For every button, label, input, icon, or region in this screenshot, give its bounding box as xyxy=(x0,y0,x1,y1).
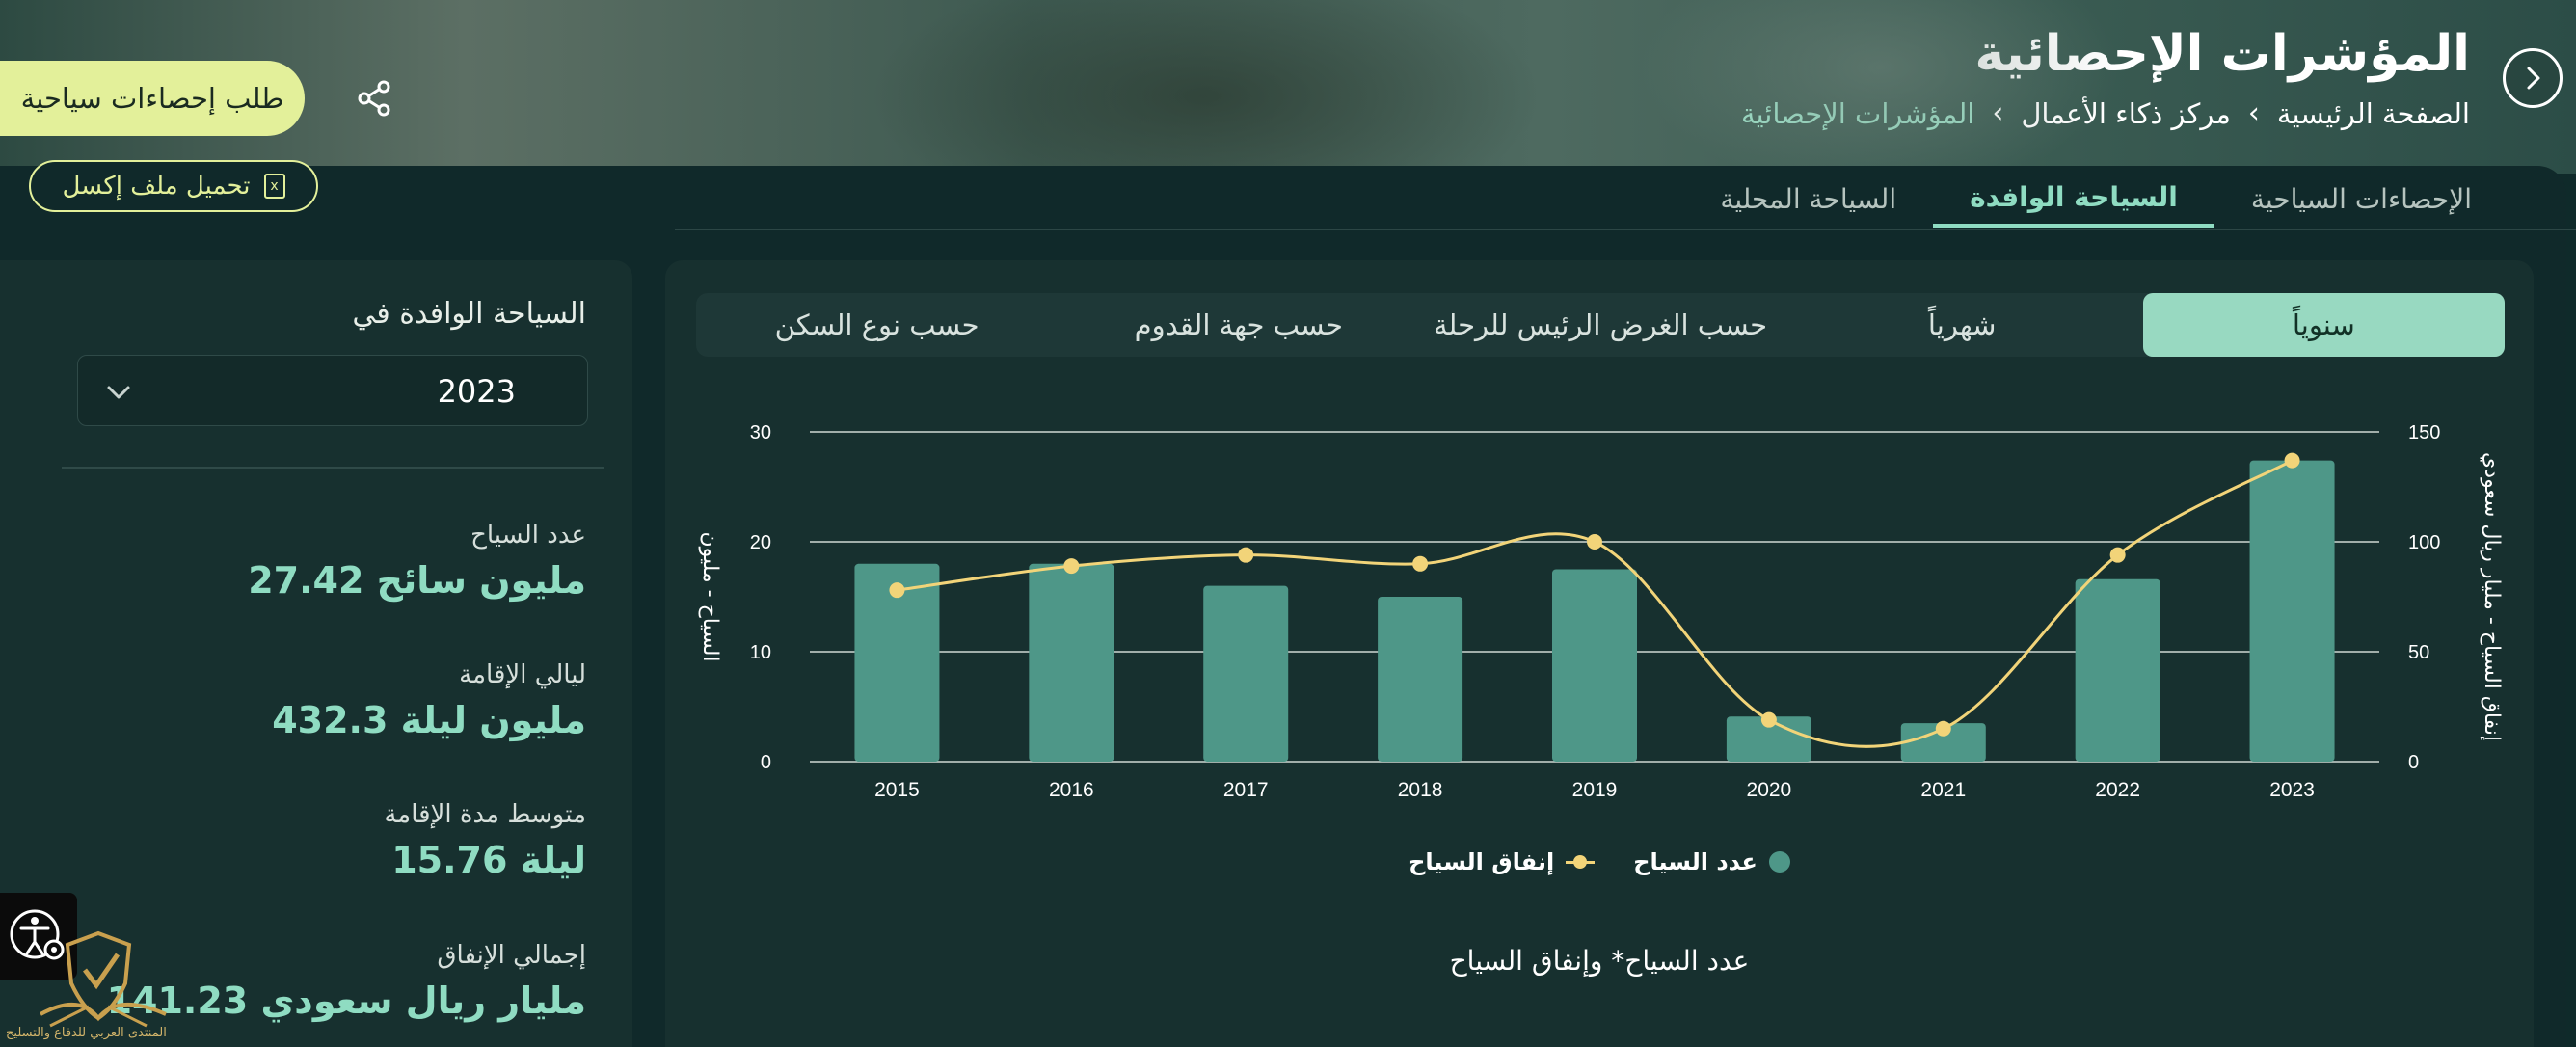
stat-label-spending: إجمالي الإنفاق xyxy=(437,941,586,970)
point-spending-2021 xyxy=(1935,720,1951,737)
point-spending-2019 xyxy=(1587,534,1602,550)
legend-label-visitors: عدد السياح xyxy=(1633,848,1758,875)
stat-label-nights: ليالي الإقامة xyxy=(459,660,586,689)
x-tick-label: 2016 xyxy=(1049,779,1094,801)
tabs-divider xyxy=(675,229,2576,230)
bar-visitors-2023 xyxy=(2249,460,2335,762)
bar-visitors-2019 xyxy=(1552,569,1637,762)
point-spending-2020 xyxy=(1760,711,1777,728)
bar-visitors-2020 xyxy=(1726,716,1811,762)
download-excel-label: تحميل ملف إكسل xyxy=(62,172,251,201)
x-tick-label: 2022 xyxy=(2095,779,2140,801)
chart-panel: سنوياً شهرياً حسب الغرض الرئيس للرحلة حس… xyxy=(665,260,2534,1047)
chart-caption: عدد السياح* وإنفاق السياح xyxy=(1449,945,1750,977)
point-spending-2016 xyxy=(1063,558,1080,575)
tab-inbound-tourism[interactable]: السياحة الوافدة xyxy=(1933,170,2214,228)
stat-value-nights: 432.3 مليون ليلة xyxy=(272,699,586,741)
legend-item-spending[interactable]: إنفاق السياح xyxy=(1409,848,1596,875)
bar-visitors-2016 xyxy=(1029,563,1114,762)
legend-swatch-spending xyxy=(1566,854,1596,869)
chevron-left-icon: ‹ xyxy=(2247,96,2260,130)
chevron-left-icon: ‹ xyxy=(1992,96,2004,130)
x-tick-label: 2015 xyxy=(874,779,920,801)
bar-visitors-2017 xyxy=(1203,585,1289,762)
y2-tick-label: 0 xyxy=(2408,752,2419,773)
tab-tourism-statistics[interactable]: الإحصاءات السياحية xyxy=(2250,182,2472,215)
side-divider xyxy=(62,467,604,469)
stat-label-visitors: عدد السياح xyxy=(470,521,586,550)
breadcrumb-home[interactable]: الصفحة الرئيسية xyxy=(2276,96,2470,130)
y2-tick-label: 100 xyxy=(2408,532,2440,553)
line-spending xyxy=(897,459,2294,748)
side-panel: السياحة الوافدة في 2023 عدد السياح 27.42… xyxy=(0,260,632,1047)
bar-visitors-2021 xyxy=(1900,723,1986,762)
y-tick-label: 10 xyxy=(750,642,771,663)
x-tick-label: 2018 xyxy=(1398,779,1443,801)
breadcrumb-current: المؤشرات الإحصائية xyxy=(1740,96,1975,130)
y-tick-label: 0 xyxy=(761,752,771,773)
y-tick-label: 30 xyxy=(750,422,771,443)
chevron-down-icon xyxy=(107,386,130,399)
y2-tick-label: 150 xyxy=(2408,422,2440,443)
bar-visitors-2022 xyxy=(2075,578,2160,762)
visitors-spending-chart: 0 10 20 30 0 50 100 150 السياح - مليون إنفاق السي… xyxy=(698,422,2504,801)
bar-visitors-2018 xyxy=(1378,597,1463,762)
watermark-text: المنتدى العربي للدفاع والتسليح xyxy=(6,1026,167,1040)
point-spending-2015 xyxy=(889,582,905,599)
point-spending-2022 xyxy=(2109,547,2126,563)
point-spending-2023 xyxy=(2284,452,2300,469)
bar-visitors-2015 xyxy=(854,563,940,762)
breadcrumb: الصفحة الرئيسية ‹ مركز ذكاء الأعمال ‹ ال… xyxy=(1741,96,2470,130)
period-tabs: سنوياً شهرياً حسب الغرض الرئيس للرحلة حس… xyxy=(696,293,2505,357)
y-tick-label: 20 xyxy=(750,532,771,553)
stat-label-avg-stay: متوسط مدة الإقامة xyxy=(384,800,586,829)
subtab-yearly[interactable]: سنوياً xyxy=(2142,293,2505,357)
x-tick-label: 2020 xyxy=(1747,779,1792,801)
year-select-value: 2023 xyxy=(437,373,516,410)
back-button[interactable] xyxy=(2503,48,2563,108)
y-axis-title: السياح - مليون xyxy=(698,531,722,661)
accessibility-icon xyxy=(10,909,65,960)
subtab-by-accommodation[interactable]: حسب نوع السكن xyxy=(774,309,979,341)
hero-banner: المؤشرات الإحصائية الصفحة الرئيسية ‹ مرك… xyxy=(0,0,2576,174)
x-tick-label: 2023 xyxy=(2269,779,2315,801)
point-spending-2018 xyxy=(1412,555,1429,572)
point-spending-2017 xyxy=(1238,547,1254,563)
chevron-right-icon xyxy=(2527,67,2540,90)
subtab-by-origin[interactable]: حسب جهة القدوم xyxy=(1134,309,1343,341)
share-icon[interactable] xyxy=(353,77,395,120)
stat-value-avg-stay: 15.76 ليلة xyxy=(391,839,586,881)
chart-legend: عدد السياح إنفاق السياح xyxy=(665,848,2534,875)
request-statistics-button[interactable]: طلب إحصاءات سياحية xyxy=(0,61,305,136)
legend-label-spending: إنفاق السياح xyxy=(1409,848,1555,875)
accessibility-button[interactable] xyxy=(0,893,77,980)
side-heading: السياحة الوافدة في xyxy=(352,297,586,331)
legend-swatch-visitors xyxy=(1768,851,1790,872)
subtab-monthly[interactable]: شهرياً xyxy=(1927,309,1997,341)
y2-tick-label: 50 xyxy=(2408,642,2429,663)
stat-value-visitors: 27.42 مليون سائح xyxy=(248,559,586,602)
tourism-tabs: الإحصاءات السياحية السياحة الوافدة السيا… xyxy=(1683,170,2509,228)
legend-item-visitors[interactable]: عدد السياح xyxy=(1633,848,1790,875)
download-excel-button[interactable]: تحميل ملف إكسل x xyxy=(29,160,318,212)
stat-value-spending: 141.23 مليار ريال سعودي xyxy=(106,980,586,1022)
x-tick-label: 2017 xyxy=(1223,779,1269,801)
excel-file-icon: x xyxy=(263,174,285,199)
subtab-by-purpose[interactable]: حسب الغرض الرئيس للرحلة xyxy=(1433,309,1768,341)
year-select[interactable]: 2023 xyxy=(77,355,588,426)
y2-axis-title: إنفاق السياح - مليار ريال سعودي xyxy=(2480,452,2504,741)
watermark-logo xyxy=(40,930,167,1028)
page-title: المؤشرات الإحصائية xyxy=(1974,25,2470,83)
tab-domestic-tourism[interactable]: السياحة المحلية xyxy=(1720,182,1897,215)
x-tick-label: 2021 xyxy=(1920,779,1966,801)
x-tick-label: 2019 xyxy=(1572,779,1618,801)
breadcrumb-bi-center[interactable]: مركز ذكاء الأعمال xyxy=(2021,96,2231,130)
